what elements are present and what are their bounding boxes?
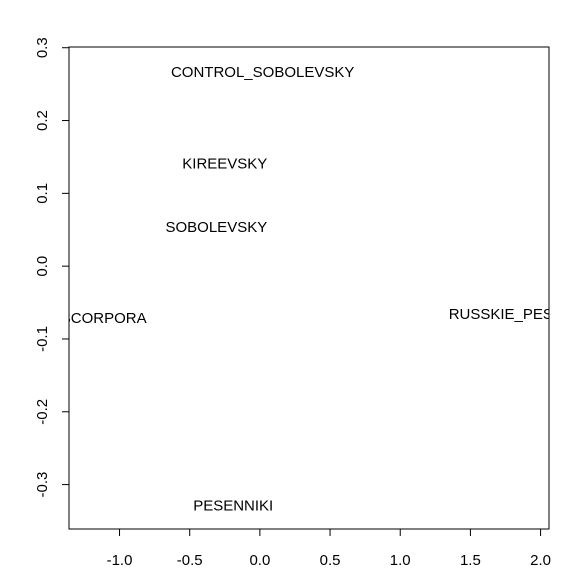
point-label: RUSSKIE_PESNI [449,306,566,323]
point-label: KIREEVSKY [182,155,267,172]
x-tick-label: 1.5 [460,552,481,569]
x-tick-label: 1.0 [390,552,411,569]
y-tick-label: 0.0 [34,256,51,277]
plot-frame [69,47,549,529]
y-tick-label: -0.2 [34,399,51,425]
y-axis: 0.3 0.2 0.1 0.0 -0.1 -0.2 -0.3 [34,37,69,497]
y-tick-label: 0.2 [34,110,51,131]
point-label: PESENNIKI [193,498,273,515]
y-tick-label: 0.1 [34,183,51,204]
y-tick-label: -0.3 [34,472,51,498]
point-labels: CONTROL_SOBOLEVSKY KIREEVSKY SOBOLEVSKY RUS… [39,64,566,515]
point-label: CONTROL_SOBOLEVSKY [171,64,354,81]
x-axis: -1.0 -0.5 0.0 0.5 1.0 1.5 2.0 [107,529,551,569]
point-label: RUSCORPORA [39,310,147,327]
x-tick-label: 0.0 [249,552,270,569]
x-tick-label: -0.5 [177,552,203,569]
x-tick-label: 0.5 [320,552,341,569]
x-tick-label: 2.0 [530,552,551,569]
y-tick-label: -0.1 [34,326,51,352]
y-tick-label: 0.3 [34,37,51,58]
point-label: SOBOLEVSKY [166,219,268,236]
x-tick-label: -1.0 [107,552,133,569]
